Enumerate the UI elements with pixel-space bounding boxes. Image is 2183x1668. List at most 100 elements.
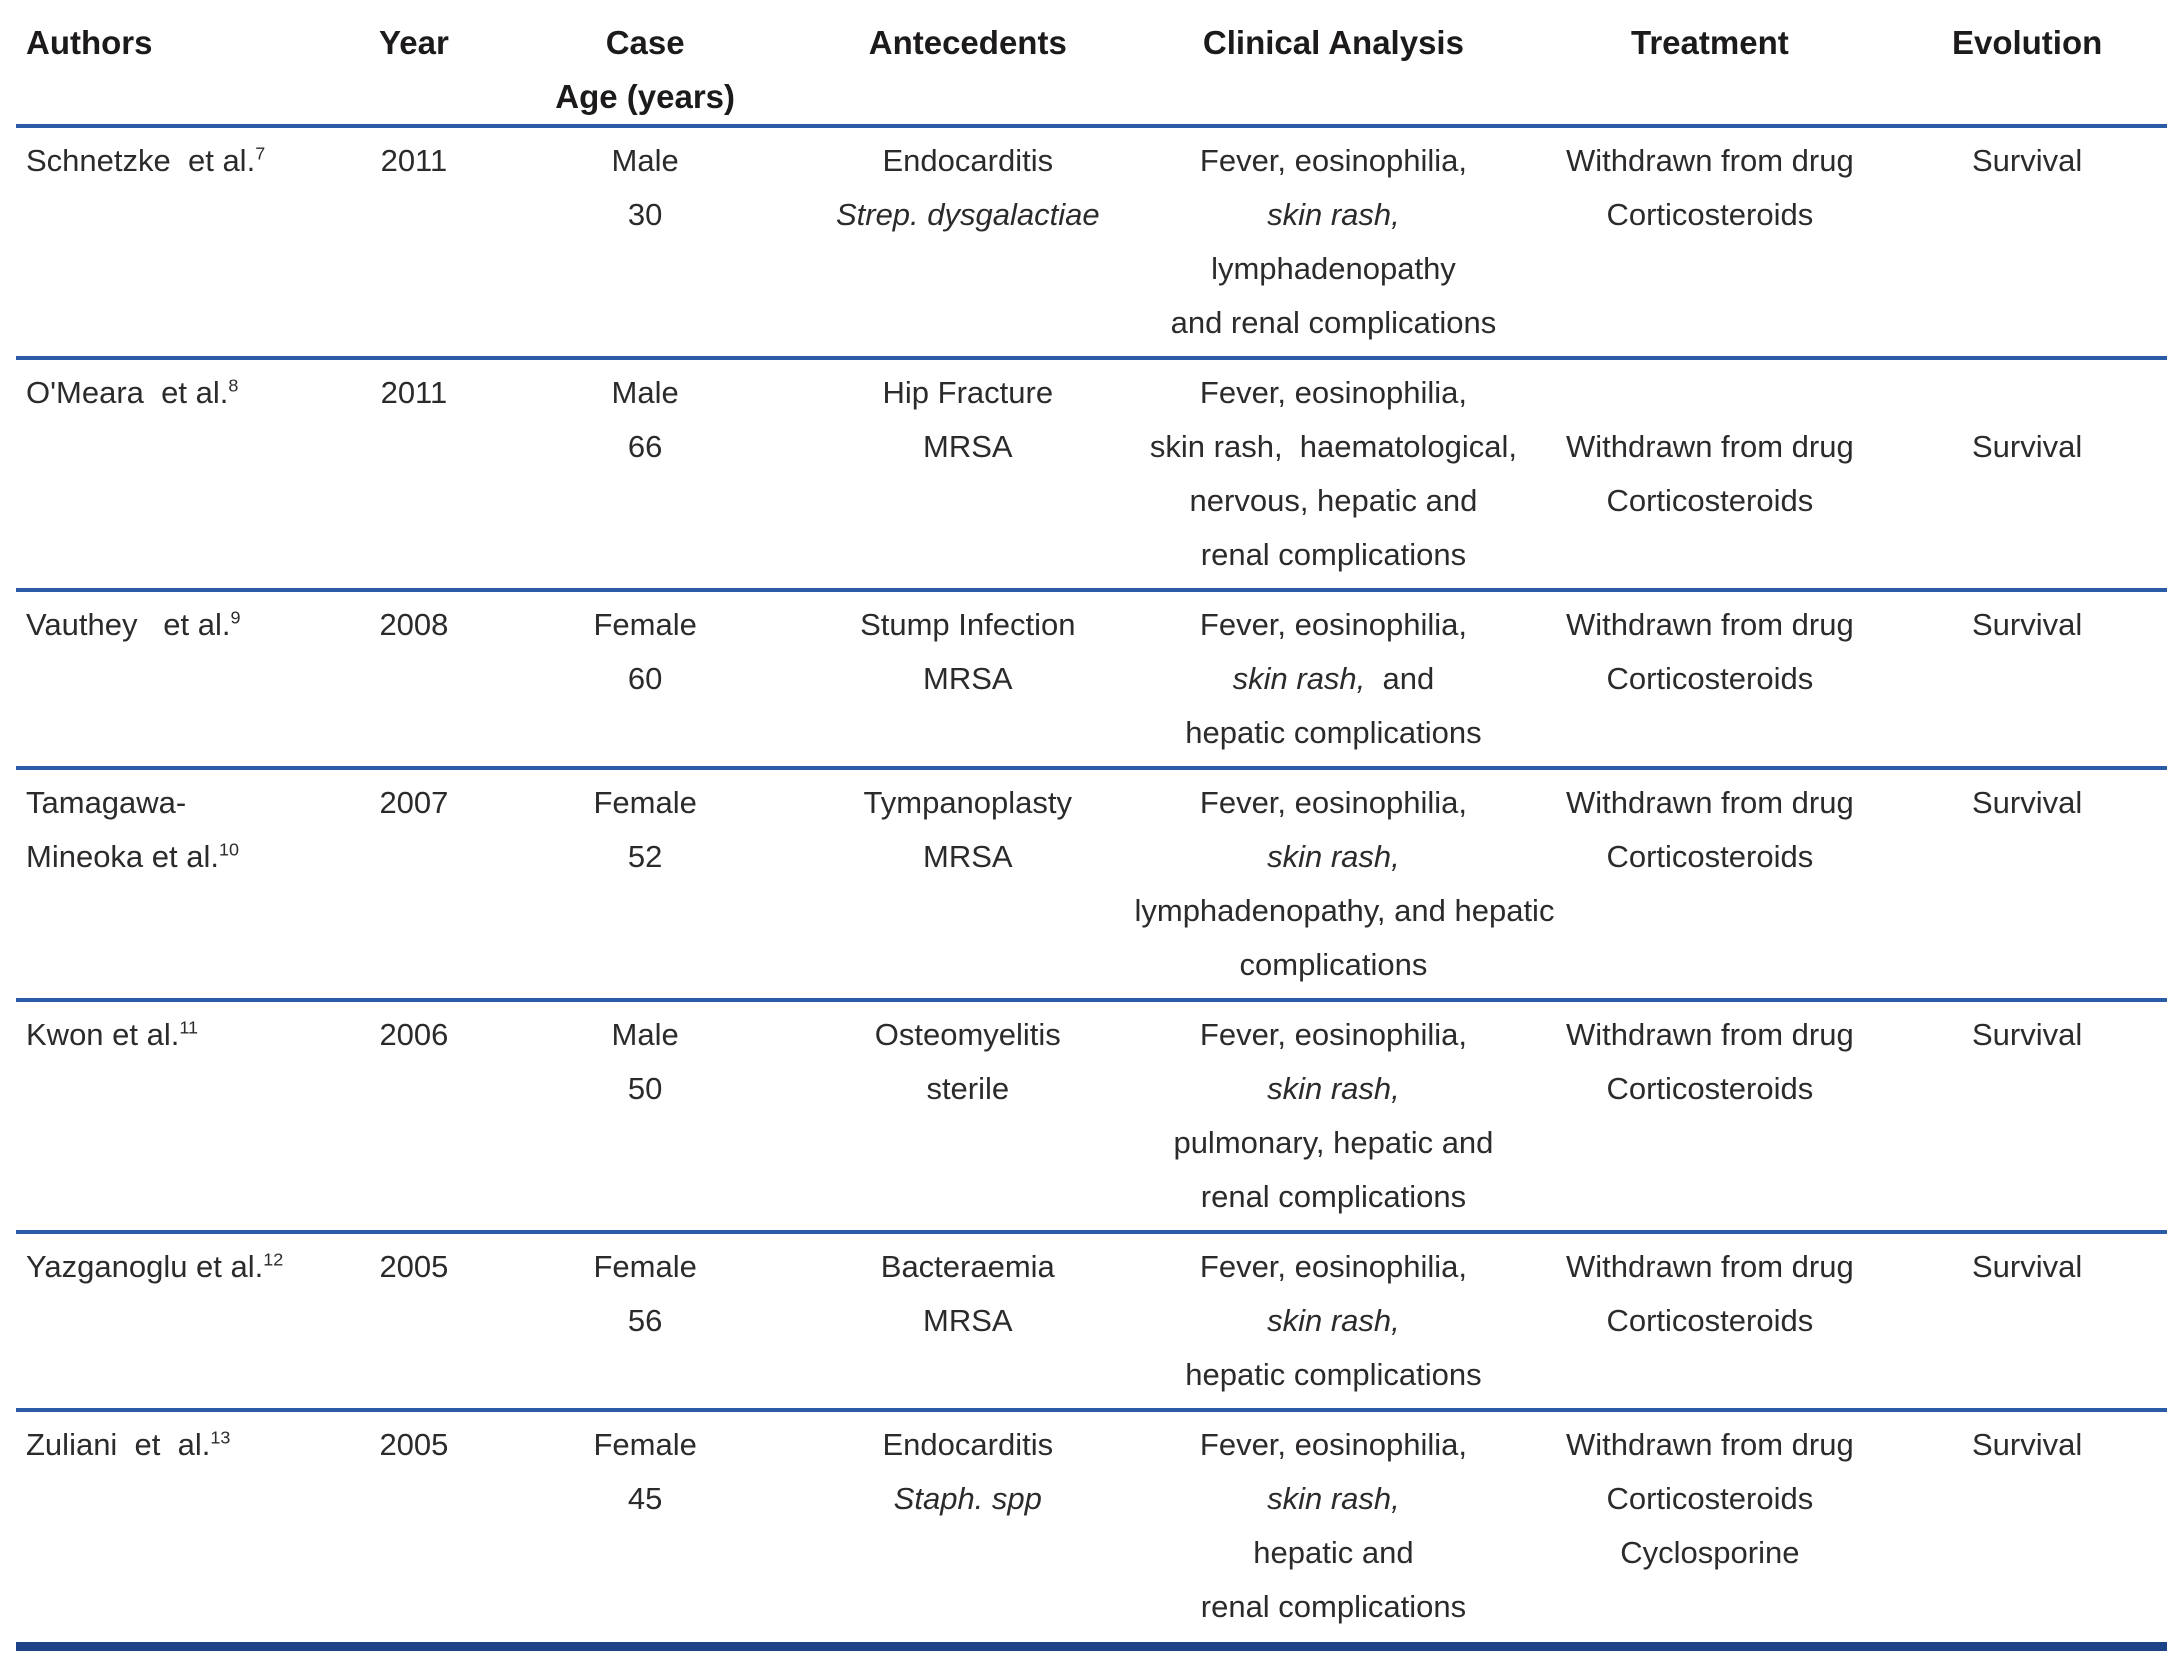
text-line: Survival: [1887, 1418, 2167, 1472]
text-segment: Corticosteroids: [1606, 839, 1814, 874]
text-line: 66: [489, 420, 801, 474]
text-segment: pulmonary, hepatic and: [1173, 1125, 1494, 1160]
cell-evolution: Survival: [1887, 366, 2167, 582]
text-segment: 60: [627, 661, 663, 696]
text-line: Zuliani et al.13: [26, 1418, 339, 1472]
text-segment: O'Meara et al.: [26, 375, 229, 410]
text-segment: hepatic complications: [1185, 1357, 1482, 1392]
text-segment: Strep. dysgalactiae: [835, 197, 1100, 232]
text-line: 52: [489, 830, 801, 884]
text-segment: renal complications: [1200, 1179, 1467, 1214]
text-line: Tamagawa-: [26, 776, 339, 830]
text-segment: Corticosteroids: [1606, 197, 1814, 232]
text-line: Fever, eosinophilia,: [1134, 1008, 1532, 1062]
text-line: Male: [489, 1008, 801, 1062]
text-line: Female: [489, 1240, 801, 1294]
text-segment: 30: [627, 197, 663, 232]
cell-evolution: Survival: [1887, 598, 2167, 760]
cell-authors: Vauthey et al.9: [16, 598, 339, 760]
table-body: Schnetzke et al.7 2011 Male 30 Endocarditis S…: [16, 128, 2167, 1640]
text-line: Strep. dysgalactiae: [801, 188, 1134, 242]
text-segment: Male: [611, 1017, 679, 1052]
cell-case-age: Female 45: [489, 1418, 801, 1634]
text-segment: Fever, eosinophilia,: [1199, 1017, 1467, 1052]
cell-clinical-analysis: Fever, eosinophilia, skin rash, lymphadeno…: [1134, 134, 1532, 350]
text-line: Stump Infection: [801, 598, 1134, 652]
table-header-row: Authors Year Case Age (years) Antecedents Cli…: [16, 0, 2167, 128]
text-line: Withdrawn from drug: [1532, 776, 1887, 830]
column-header-clinical-analysis: Clinical Analysis: [1134, 16, 1532, 124]
text-segment: MRSA: [923, 1303, 1013, 1338]
text-line: Withdrawn from drug: [1532, 598, 1887, 652]
cell-case-age: Male 66: [489, 366, 801, 582]
text-line: nervous, hepatic and: [1134, 474, 1532, 528]
text-segment: Endocarditis: [882, 143, 1054, 178]
text-segment: Male: [611, 143, 679, 178]
cell-treatment: Withdrawn from drug Corticosteroids Cyclos…: [1532, 1418, 1887, 1634]
cell-antecedents: Bacteraemia MRSA: [801, 1240, 1134, 1402]
reference-superscript: 10: [219, 839, 239, 860]
text-line: renal complications: [1134, 528, 1532, 582]
text-segment: Mineoka et al.: [26, 839, 219, 874]
text-segment: Survival: [1971, 1017, 2083, 1052]
text-segment: skin rash,: [1267, 1481, 1400, 1516]
text-line: Withdrawn from drug: [1532, 1008, 1887, 1062]
text-line: skin rash, and: [1134, 652, 1532, 706]
text-line: 30: [489, 188, 801, 242]
text-line: skin rash,: [1134, 1472, 1532, 1526]
text-segment: Kwon et al.: [26, 1017, 180, 1052]
cell-treatment: Withdrawn from drug Corticosteroids: [1532, 134, 1887, 350]
text-line: 2011: [339, 366, 490, 420]
table-row: Schnetzke et al.7 2011 Male 30 Endocarditis S…: [16, 128, 2167, 356]
header-label: Year: [379, 24, 449, 61]
header-label: Authors: [26, 24, 153, 61]
text-line: Corticosteroids: [1532, 1472, 1887, 1526]
text-line: Endocarditis: [801, 1418, 1134, 1472]
text-segment: MRSA: [923, 661, 1013, 696]
text-segment: Fever, eosinophilia,: [1199, 1249, 1467, 1284]
text-segment: Tympanoplasty: [863, 785, 1073, 820]
cell-authors: Yazganoglu et al.12: [16, 1240, 339, 1402]
cell-antecedents: Endocarditis Strep. dysgalactiae: [801, 134, 1134, 350]
text-segment: Male: [611, 375, 679, 410]
text-line: 56: [489, 1294, 801, 1348]
text-line: 50: [489, 1062, 801, 1116]
text-segment: MRSA: [923, 429, 1013, 464]
text-line: [1532, 366, 1887, 420]
text-segment: 2006: [379, 1017, 449, 1052]
column-header-authors: Authors: [16, 16, 339, 124]
text-segment: Fever, eosinophilia,: [1199, 143, 1467, 178]
table-bottom-border: [16, 1642, 2167, 1651]
text-segment: Fever, eosinophilia,: [1199, 375, 1467, 410]
text-segment: 56: [627, 1303, 663, 1338]
text-line: renal complications: [1134, 1580, 1532, 1634]
text-line: Osteomyelitis: [801, 1008, 1134, 1062]
text-segment: 66: [627, 429, 663, 464]
text-segment: 45: [627, 1481, 663, 1516]
text-segment: Vauthey et al.: [26, 607, 231, 642]
cell-year: 2008: [339, 598, 490, 760]
text-line: hepatic complications: [1134, 706, 1532, 760]
text-segment: Female: [593, 1249, 697, 1284]
text-segment: Survival: [1971, 1249, 2083, 1284]
text-line: Tympanoplasty: [801, 776, 1134, 830]
text-segment: Survival: [1971, 1427, 2083, 1462]
text-segment: hepatic and: [1253, 1535, 1414, 1570]
table-row: Kwon et al.11 2006 Male 50 Osteomyelitis ster…: [16, 998, 2167, 1230]
cell-authors: Schnetzke et al.7: [16, 134, 339, 350]
text-line: Fever, eosinophilia,: [1134, 1240, 1532, 1294]
header-label: Age (years): [555, 78, 736, 115]
cell-evolution: Survival: [1887, 1008, 2167, 1224]
cell-antecedents: Stump Infection MRSA: [801, 598, 1134, 760]
text-line: Survival: [1887, 1008, 2167, 1062]
text-segment: skin rash,: [1232, 661, 1366, 696]
text-segment: Fever, eosinophilia,: [1199, 607, 1467, 642]
text-line: Fever, eosinophilia,: [1134, 134, 1532, 188]
text-line: Corticosteroids: [1532, 1294, 1887, 1348]
text-line: Corticosteroids: [1532, 652, 1887, 706]
text-line: MRSA: [801, 830, 1134, 884]
text-segment: Corticosteroids: [1606, 483, 1814, 518]
text-line: skin rash,: [1134, 830, 1532, 884]
text-line: Cyclosporine: [1532, 1526, 1887, 1580]
text-segment: 2008: [379, 607, 449, 642]
